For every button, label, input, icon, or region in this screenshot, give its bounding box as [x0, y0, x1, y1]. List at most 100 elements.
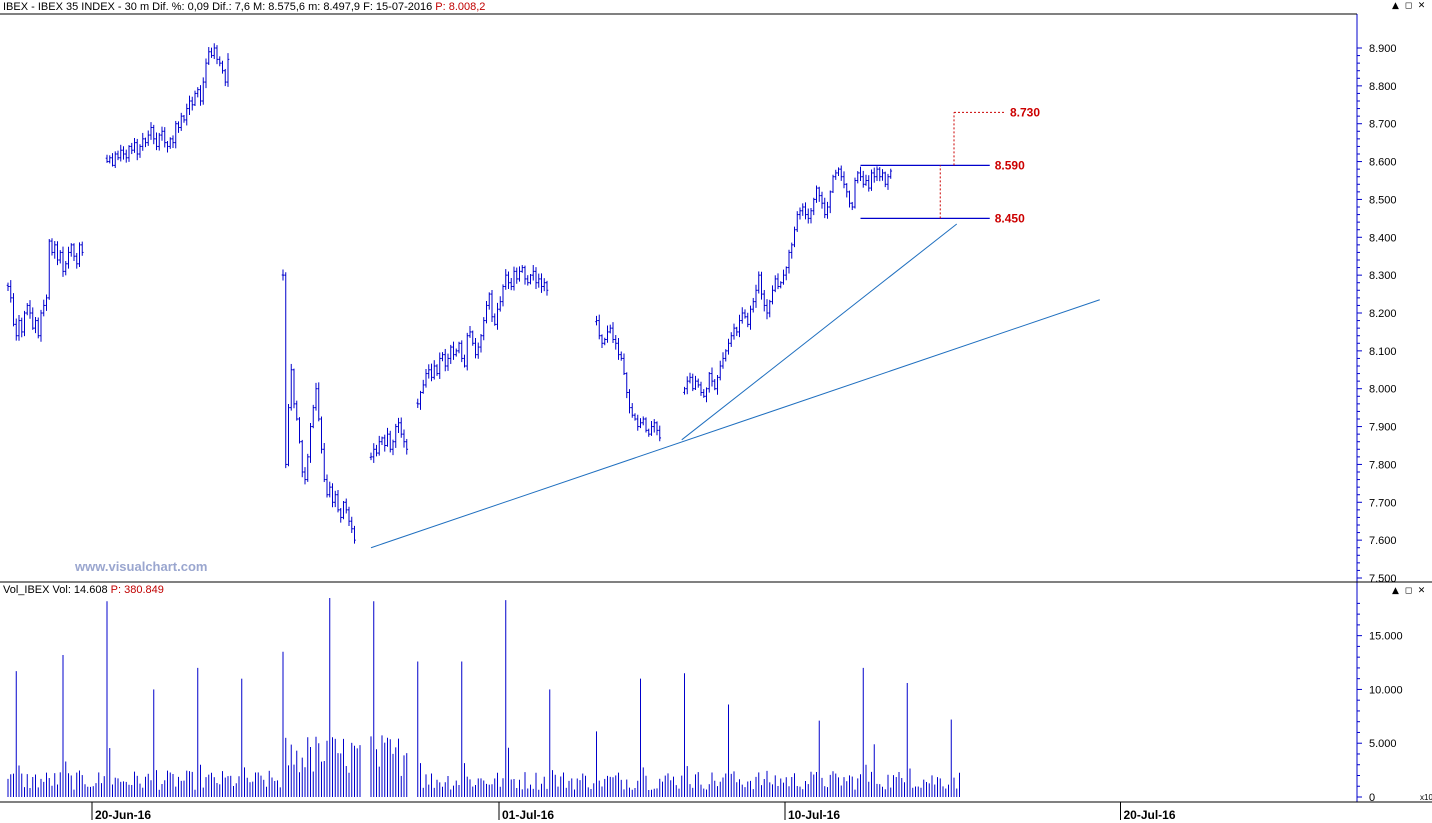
price-candle	[300, 439, 304, 478]
price-candle	[435, 364, 439, 376]
price-candle	[292, 368, 296, 409]
price-candle	[221, 60, 224, 74]
price-candle	[314, 382, 318, 411]
price-candle	[713, 379, 717, 391]
price-candle	[688, 372, 692, 384]
price-candle	[482, 317, 486, 341]
price-candle	[652, 419, 656, 433]
price-candle	[509, 278, 513, 291]
price-candle	[53, 241, 57, 259]
close-icon[interactable]: ✕	[1417, 1, 1426, 11]
price-candle	[372, 443, 376, 463]
price-candle	[762, 289, 766, 312]
move-up-icon[interactable]: ▲	[1392, 1, 1399, 11]
price-candle	[446, 353, 450, 371]
price-candle	[190, 96, 194, 111]
price-candle	[685, 376, 689, 395]
price-candle	[878, 167, 882, 182]
price-candle	[424, 368, 428, 388]
price-candle	[883, 171, 887, 188]
price-candle	[867, 175, 871, 192]
price-candle	[353, 525, 356, 544]
multiplier-label: x10	[1420, 793, 1432, 802]
price-candle	[9, 280, 13, 303]
price-candle	[69, 243, 73, 257]
price-candle	[512, 266, 516, 291]
price-candle	[336, 489, 340, 513]
price-candle	[809, 207, 813, 224]
price-candle	[67, 246, 70, 269]
price-candle	[542, 278, 546, 292]
price-candle	[204, 58, 208, 89]
price-candle	[80, 241, 84, 256]
price-candle	[452, 341, 455, 360]
price-candle	[710, 367, 714, 387]
price-candle	[64, 261, 68, 276]
price-candle	[655, 421, 659, 436]
price-header: IBEX - IBEX 35 INDEX - 30 m Dif. %: 0,09…	[3, 1, 485, 13]
price-candle	[531, 265, 535, 281]
price-candle	[141, 132, 145, 151]
price-candle	[735, 326, 739, 337]
price-tick-label: 7.500	[1369, 573, 1397, 585]
price-candle	[732, 323, 736, 340]
price-candle	[152, 124, 156, 145]
maximize-icon[interactable]: ◻	[1404, 1, 1413, 11]
price-candle	[443, 348, 447, 372]
price-candle	[460, 340, 464, 363]
price-candle	[42, 299, 46, 317]
price-candle	[201, 77, 205, 105]
price-candle	[215, 45, 219, 65]
price-candle	[78, 242, 81, 267]
price-window-buttons: ▲ ◻ ✕	[1390, 1, 1427, 11]
close-icon[interactable]: ✕	[1417, 586, 1426, 596]
price-candle	[815, 185, 818, 203]
price-tick-label: 8.900	[1369, 43, 1397, 55]
price-header-text: IBEX - IBEX 35 INDEX - 30 m Dif. %: 0,09…	[3, 1, 433, 13]
price-candle	[658, 425, 662, 442]
price-candle	[138, 144, 142, 158]
price-candle	[166, 141, 169, 153]
price-candle	[839, 165, 843, 181]
price-candle	[168, 137, 172, 149]
price-tick-label: 7.800	[1369, 459, 1397, 471]
price-candle	[108, 155, 112, 164]
price-candle	[597, 314, 601, 340]
x-tick-label: 20-Jul-16	[1124, 808, 1176, 822]
price-candle	[696, 378, 700, 388]
price-candle	[600, 334, 604, 348]
price-candle	[20, 317, 24, 338]
price-candle	[837, 167, 840, 177]
price-candle	[817, 186, 821, 202]
price-candle	[331, 483, 334, 508]
price-candle	[853, 177, 857, 209]
price-candle	[842, 171, 846, 189]
price-candle	[212, 43, 216, 60]
price-candle	[636, 414, 640, 431]
price-candle	[185, 103, 189, 126]
price-candle	[223, 68, 227, 87]
price-candle	[23, 310, 26, 337]
price-candle	[702, 389, 706, 398]
price-candle	[493, 313, 497, 326]
price-candle	[427, 364, 431, 379]
move-up-icon[interactable]: ▲	[1392, 586, 1399, 596]
price-candle	[149, 122, 153, 140]
price-candle	[595, 315, 598, 326]
price-candle	[122, 146, 125, 160]
price-candle	[58, 250, 62, 264]
price-candle	[707, 372, 711, 393]
price-candle	[317, 382, 321, 422]
price-tick-label: 8.500	[1369, 194, 1397, 206]
maximize-icon[interactable]: ◻	[1404, 586, 1413, 596]
price-tick-label: 8.400	[1369, 232, 1397, 244]
volume-tick-label: 10.000	[1369, 684, 1403, 696]
price-candle	[729, 332, 733, 347]
price-candles	[6, 43, 893, 544]
price-candle	[498, 296, 502, 312]
price-candle	[130, 142, 134, 155]
price-tick-label: 7.600	[1369, 535, 1397, 547]
price-candle	[369, 452, 373, 461]
price-candle	[333, 490, 337, 508]
